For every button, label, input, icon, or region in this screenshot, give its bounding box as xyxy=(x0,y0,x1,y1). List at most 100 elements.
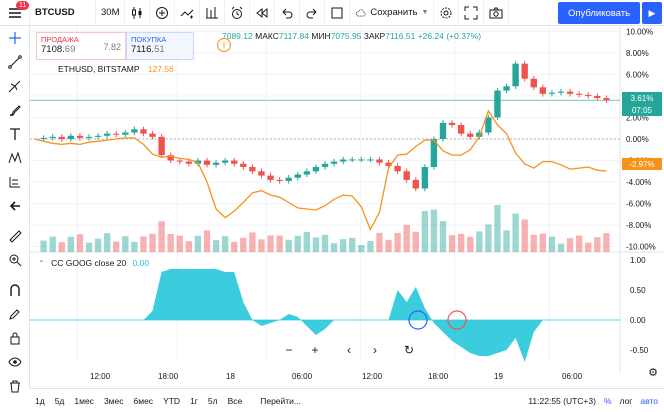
candle-body xyxy=(566,91,574,94)
candle-body xyxy=(457,125,465,134)
scroll-left-button[interactable]: ‹ xyxy=(347,343,351,357)
volume-bar xyxy=(457,233,465,252)
range-0[interactable]: 1д xyxy=(35,395,45,406)
chevron-up-icon[interactable]: ⌃ xyxy=(38,259,45,268)
buy-button[interactable]: ПОКУПКА 7116.51 xyxy=(126,32,194,60)
alert-button[interactable] xyxy=(225,0,251,26)
ohlc-close-label: ЗАКР xyxy=(363,31,386,41)
volume-bar xyxy=(312,237,320,252)
brush-tool[interactable] xyxy=(0,98,30,122)
volume-bar xyxy=(221,236,229,252)
goto-date-button[interactable]: Перейти... xyxy=(260,395,301,406)
log-toggle[interactable]: лог xyxy=(619,395,633,406)
price-tick-label: 8.00% xyxy=(626,49,649,58)
lock-tool[interactable] xyxy=(0,326,30,350)
time-axis[interactable]: 12:00 18:00 18 06:00 12:00 18:00 19 06:00 xyxy=(30,372,620,386)
zoom-out-button[interactable]: − xyxy=(285,343,293,357)
volume-bar xyxy=(494,205,501,252)
candle-body xyxy=(131,129,138,133)
volume-bar xyxy=(167,234,174,252)
range-8[interactable]: Все xyxy=(227,395,243,406)
volume-bar xyxy=(512,213,519,252)
candle-body xyxy=(394,165,401,172)
ruler-tool[interactable] xyxy=(0,224,30,248)
replay-button[interactable] xyxy=(250,0,276,26)
range-7[interactable]: 5л xyxy=(207,395,218,406)
pencil-lock-icon xyxy=(9,309,20,320)
undo-button[interactable] xyxy=(275,0,301,26)
chart-style-button[interactable] xyxy=(125,0,151,26)
crosshair-tool[interactable] xyxy=(0,26,30,50)
publish-dropdown-button[interactable]: ▶ xyxy=(642,2,662,24)
lock-drawings-tool[interactable] xyxy=(0,302,30,326)
layout-button[interactable] xyxy=(325,0,351,26)
snapshot-button[interactable] xyxy=(484,0,510,26)
candle-body xyxy=(176,160,183,162)
candle-body xyxy=(557,91,565,93)
volume-bar xyxy=(394,233,401,252)
volume-bar xyxy=(321,234,329,252)
volume-bar xyxy=(212,240,220,252)
drawing-toolbar xyxy=(0,26,30,393)
text-icon xyxy=(10,128,20,140)
save-label: Сохранить xyxy=(370,7,418,18)
visibility-tool[interactable] xyxy=(0,350,30,374)
scroll-right-button[interactable]: › xyxy=(373,343,377,357)
remove-tool[interactable] xyxy=(0,374,30,398)
text-tool[interactable] xyxy=(0,122,30,146)
reset-chart-button[interactable]: ↻ xyxy=(403,343,415,357)
symbol-search[interactable]: BTCUSD xyxy=(30,0,96,26)
magnet-tool[interactable] xyxy=(0,278,30,302)
ohlc-high: 7117.84 xyxy=(278,31,309,41)
templates-button[interactable] xyxy=(200,0,226,26)
candle-body xyxy=(476,132,483,137)
candle-body xyxy=(140,129,147,134)
volume-bar xyxy=(267,235,274,252)
settings-button[interactable] xyxy=(434,0,460,26)
range-4[interactable]: 6мес xyxy=(133,395,154,406)
candle-body xyxy=(122,132,129,135)
prediction-tool[interactable] xyxy=(0,170,30,194)
info-icon[interactable]: i xyxy=(217,38,231,52)
volume-bar xyxy=(49,236,56,252)
range-5[interactable]: YTD xyxy=(163,395,181,406)
compare-button[interactable] xyxy=(150,0,176,26)
range-6[interactable]: 1г xyxy=(190,395,198,406)
volume-bar xyxy=(194,235,202,252)
volume-bar xyxy=(249,232,256,252)
volume-bar xyxy=(403,224,410,252)
range-2[interactable]: 1мес xyxy=(74,395,94,406)
candle-body xyxy=(430,139,438,167)
sell-button[interactable]: ПРОДАЖА 7108.69 7.82 xyxy=(36,32,126,60)
chart-settings-gear-icon[interactable]: ⚙ xyxy=(648,367,658,379)
volume-bar xyxy=(367,241,374,252)
volume-bar xyxy=(294,235,301,252)
indicators-button[interactable] xyxy=(175,0,201,26)
range-3[interactable]: 3мес xyxy=(103,395,124,406)
publish-button[interactable]: Опубликовать xyxy=(558,2,640,24)
main-menu-button[interactable]: 11 xyxy=(0,0,30,26)
chart-canvas[interactable]: 10.00%8.00%6.00%4.00%2.00%0.00%-2.00%-4.… xyxy=(30,26,664,388)
volume-bar xyxy=(103,233,111,252)
chart-area[interactable]: 10.00%8.00%6.00%4.00%2.00%0.00%-2.00%-4.… xyxy=(30,26,664,388)
interval-selector[interactable]: 30M xyxy=(96,0,126,26)
candle-body xyxy=(103,133,111,136)
volume-bar xyxy=(94,238,102,252)
camera-icon xyxy=(489,7,503,18)
candle-body xyxy=(249,166,256,172)
zoom-tool[interactable] xyxy=(0,248,30,272)
percent-toggle[interactable]: % xyxy=(603,395,612,406)
range-1[interactable]: 5д xyxy=(54,395,65,406)
save-button[interactable]: Сохранить ▼ xyxy=(350,0,435,26)
fib-tool[interactable] xyxy=(0,74,30,98)
auto-toggle[interactable]: авто xyxy=(640,395,658,406)
redo-button[interactable] xyxy=(300,0,326,26)
candle-body xyxy=(221,160,229,163)
pattern-tool[interactable] xyxy=(0,146,30,170)
back-tool[interactable] xyxy=(0,194,30,218)
zoom-in-button[interactable]: + xyxy=(311,343,319,357)
candle-body xyxy=(330,161,338,164)
trendline-tool[interactable] xyxy=(0,50,30,74)
time-tick-label: 06:00 xyxy=(292,372,313,381)
fullscreen-button[interactable] xyxy=(459,0,485,26)
